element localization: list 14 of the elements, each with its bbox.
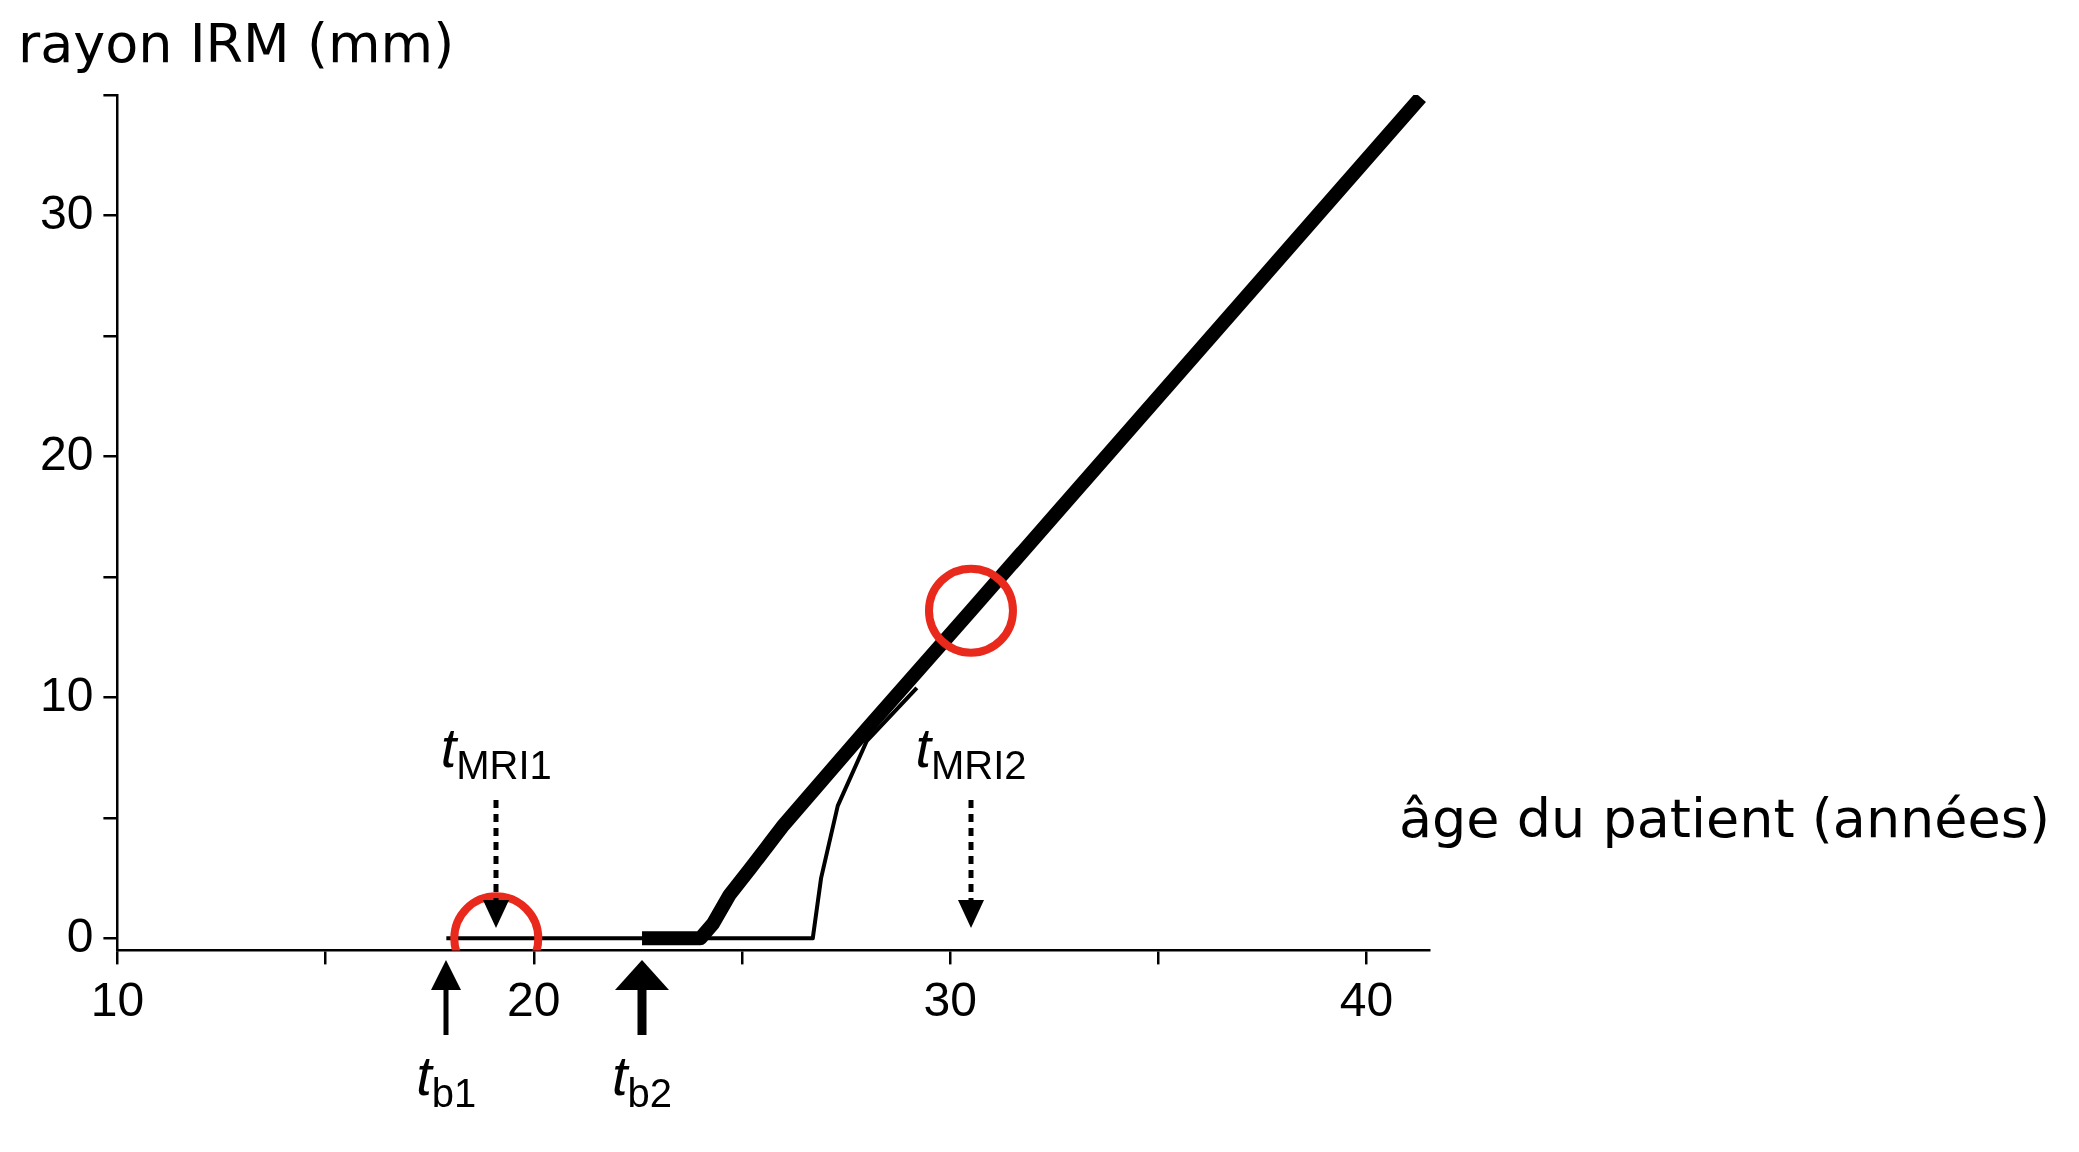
- annotation: t$_{b2}$: [612, 1044, 673, 1116]
- x-tick-label: 20: [507, 973, 561, 1027]
- y-tick-label: 10: [40, 667, 94, 721]
- x-tick-label: 30: [923, 973, 977, 1027]
- x-axis-title: âge du patient (années): [1398, 787, 2050, 851]
- y-axis-title: rayon IRM (mm): [18, 12, 455, 75]
- annotation: t$_{b1}$: [416, 1044, 477, 1116]
- x-tick-label: 40: [1339, 973, 1394, 1027]
- annotation: t$_{MRI1}$: [440, 716, 552, 788]
- y-tick-label: 20: [40, 426, 94, 480]
- y-tick-label: 30: [40, 185, 94, 239]
- x-tick-label: 10: [90, 973, 145, 1027]
- y-tick-label: 0: [66, 908, 94, 962]
- annotation: t$_{MRI2}$: [915, 716, 1027, 788]
